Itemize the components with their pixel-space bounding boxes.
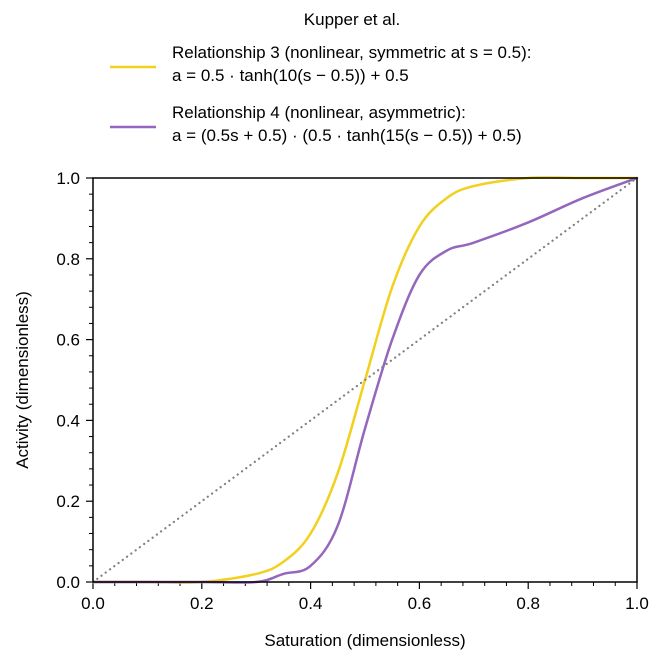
y-tick-label: 0.6 [56,331,80,350]
legend-title: Kupper et al. [304,10,400,29]
plot-frame [92,177,638,583]
axis-ticks: 0.0 0.2 0.4 0.6 0.8 1.0 0.0 0.2 0.4 0.6 0.8 1.0 [56,169,648,613]
x-tick-label: 0.2 [190,594,214,613]
legend: Kupper et al. Relationship 3 (nonlinear,… [110,10,532,145]
y-tick-label: 1.0 [56,169,80,188]
x-tick-label: 0.0 [81,594,105,613]
x-tick-label: 1.0 [625,594,649,613]
x-tick-label: 0.6 [408,594,432,613]
reference-line-identity [91,176,639,584]
legend-entry-relationship-4-line1: Relationship 4 (nonlinear, asymmetric): [172,103,466,122]
legend-entry-relationship-3-line2: a = 0.5 · tanh(10(s − 0.5)) + 0.5 [172,66,409,85]
y-tick-label: 0.8 [56,250,80,269]
x-axis-label: Saturation (dimensionless) [264,631,465,650]
y-tick-label: 0.4 [56,411,80,430]
y-tick-label: 0.2 [56,492,80,511]
legend-entry-relationship-4-line2: a = (0.5s + 0.5) · (0.5 · tanh(15(s − 0.… [172,126,522,145]
legend-entry-relationship-3-line1: Relationship 3 (nonlinear, symmetric at … [172,43,532,62]
y-tick-label: 0.0 [56,573,80,592]
series-lines [91,176,639,584]
y-axis-label: Activity (dimensionless) [13,291,32,469]
x-tick-label: 0.8 [516,594,540,613]
x-tick-label: 0.4 [299,594,323,613]
